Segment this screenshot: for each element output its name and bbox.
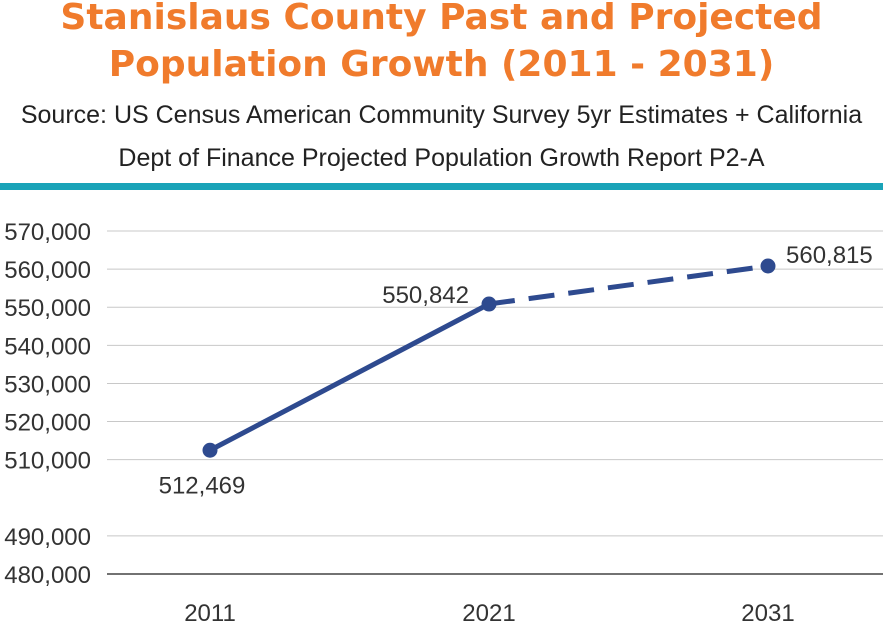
data-labels: 512,469 550,842 560,815: [159, 242, 873, 499]
y-tick-label: 480,000: [4, 562, 91, 589]
x-axis-ticks: 2011 2021 2031: [184, 600, 795, 622]
chart-subtitle: Source: US Census American Community Sur…: [0, 94, 883, 180]
subtitle-line-2: Dept of Finance Projected Population Gro…: [118, 144, 765, 172]
data-points: [202, 258, 776, 458]
y-tick-label: 540,000: [4, 333, 91, 360]
gridlines: [107, 230, 883, 575]
data-point: [202, 442, 218, 458]
chart-title: Stanislaus County Past and Projected Pop…: [0, 0, 883, 88]
data-label: 560,815: [786, 242, 873, 269]
y-tick-label: 510,000: [4, 448, 91, 475]
y-tick-label: 560,000: [4, 257, 91, 284]
subtitle-line-1: Source: US Census American Community Sur…: [20, 101, 863, 129]
y-tick-label: 530,000: [4, 371, 91, 398]
y-tick-label: 570,000: [4, 219, 91, 246]
x-tick-label: 2011: [184, 600, 236, 622]
y-axis-ticks: 480,000 490,000 510,000 520,000 530,000 540,0…: [4, 219, 91, 589]
data-label: 550,842: [382, 282, 469, 309]
x-tick-label: 2021: [462, 600, 515, 622]
series-line-projected: [488, 263, 769, 307]
data-point: [760, 258, 776, 274]
data-point: [481, 296, 497, 312]
data-label: 512,469: [159, 472, 246, 499]
title-line-2: Population Growth (2011 - 2031): [108, 44, 775, 85]
series-lines: [207, 263, 769, 453]
title-line-1: Stanislaus County Past and Projected: [60, 0, 823, 38]
series-line-actual: [207, 301, 492, 453]
y-tick-label: 520,000: [4, 410, 91, 437]
y-tick-label: 490,000: [4, 524, 91, 551]
x-tick-label: 2031: [741, 600, 794, 622]
y-tick-label: 550,000: [4, 295, 91, 322]
title-divider: [0, 183, 883, 190]
